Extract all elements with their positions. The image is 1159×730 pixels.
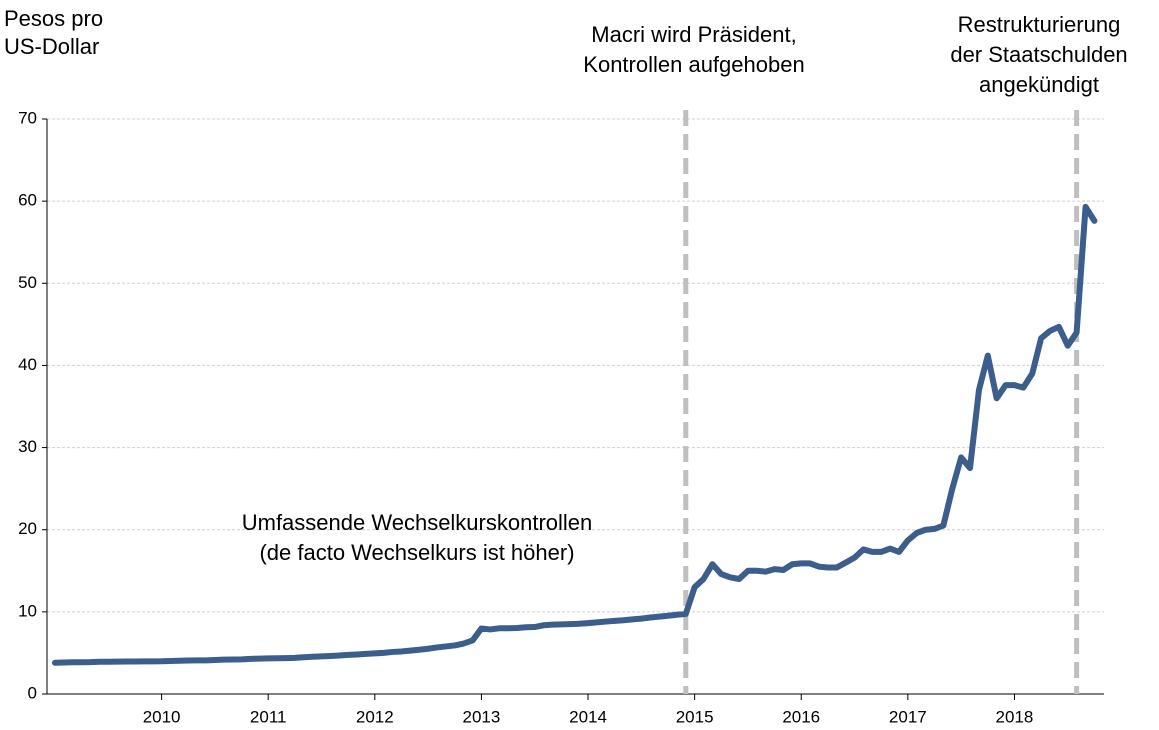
annotation: angekündigt [979,72,1099,97]
x-tick-label: 2018 [996,707,1034,726]
y-tick-label: 0 [28,683,37,702]
x-tick-label: 2011 [250,707,287,726]
x-tick-label: 2017 [889,707,927,726]
data-line [52,203,1098,666]
annotation: Kontrollen aufgehoben [583,52,804,77]
annotation: (de facto Wechselkurs ist höher) [259,540,574,565]
x-tick-label: 2016 [782,707,820,726]
y-tick-label: 60 [18,191,37,210]
y-tick-label: 50 [18,273,37,292]
x-tick-label: 2012 [356,707,394,726]
annotation: Macri wird Präsident, [591,22,796,47]
y-axis-label: US-Dollar [4,34,99,59]
x-tick-label: 2010 [143,707,181,726]
y-tick-label: 70 [18,108,37,127]
y-tick-label: 20 [18,519,37,538]
annotation: Umfassende Wechselkurskontrollen [242,510,593,535]
x-tick-label: 2013 [463,707,501,726]
x-tick-label: 2015 [676,707,714,726]
annotation: Restrukturierung [958,12,1121,37]
annotation: der Staatschulden [950,42,1127,67]
x-tick-label: 2014 [569,707,607,726]
y-tick-label: 40 [18,355,37,374]
y-tick-label: 30 [18,437,37,456]
y-tick-label: 10 [18,601,37,620]
y-axis-label: Pesos pro [4,6,103,31]
